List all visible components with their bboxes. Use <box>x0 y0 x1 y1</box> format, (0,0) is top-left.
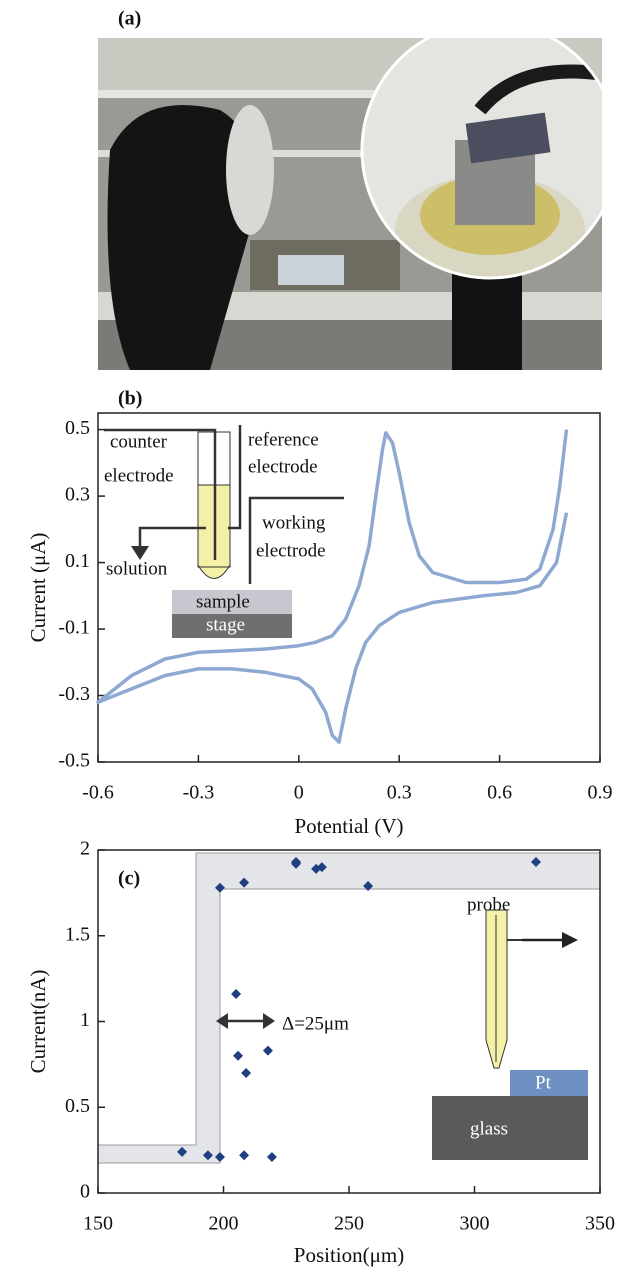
annotation: Pt <box>535 1072 552 1093</box>
y-tick-label: 0.3 <box>65 484 90 506</box>
point <box>266 1151 277 1162</box>
x-tick-label: 250 <box>334 1213 364 1235</box>
y-tick-label: -0.3 <box>58 683 90 705</box>
point <box>202 1150 213 1161</box>
annotation: sample <box>196 591 250 612</box>
point <box>363 881 374 892</box>
x-tick-label: 0.3 <box>387 782 412 804</box>
y-tick-label: -0.1 <box>58 617 90 639</box>
point <box>241 1067 252 1078</box>
point <box>214 1151 225 1162</box>
annotation: stage <box>206 614 245 635</box>
annotation: electrode <box>256 540 326 561</box>
point <box>239 877 250 888</box>
y-tick-label: 1.5 <box>65 923 90 945</box>
point <box>239 1150 250 1161</box>
annotation: electrode <box>104 465 174 486</box>
point <box>262 1045 273 1056</box>
point <box>291 857 302 868</box>
electrode-diagram <box>104 425 344 638</box>
point <box>233 1050 244 1061</box>
x-tick-label: 0.6 <box>487 782 512 804</box>
annotation: counter <box>110 431 168 452</box>
x-tick-label: 150 <box>83 1213 113 1235</box>
point <box>530 857 541 868</box>
point <box>214 882 225 893</box>
photo <box>98 38 602 370</box>
panel-label: (b) <box>118 388 142 410</box>
probe-diagram <box>216 909 588 1160</box>
point <box>231 989 242 1000</box>
x-axis-label: Position(μm) <box>294 1243 404 1267</box>
annotation: glass <box>470 1118 508 1139</box>
x-tick-label: 350 <box>585 1213 615 1235</box>
annotation: probe <box>467 894 510 915</box>
y-tick-label: 0.1 <box>65 550 90 572</box>
annotation: solution <box>106 558 168 579</box>
y-axis-label: Current(nA) <box>26 970 50 1074</box>
x-tick-label: -0.6 <box>82 782 114 804</box>
cv-curve <box>96 429 569 744</box>
plot-frame <box>97 412 601 763</box>
x-axis-label: Potential (V) <box>294 814 403 838</box>
y-tick-label: 0.5 <box>65 1095 90 1117</box>
y-tick-label: 2 <box>80 838 90 860</box>
panel-label: (a) <box>118 8 141 30</box>
y-tick-label: 1 <box>80 1009 90 1031</box>
annotation: electrode <box>248 456 318 477</box>
y-tick-label: 0.5 <box>65 417 90 439</box>
panel-label: (c) <box>118 868 140 890</box>
x-tick-label: 200 <box>209 1213 239 1235</box>
x-tick-label: -0.3 <box>183 782 215 804</box>
point <box>177 1146 188 1157</box>
y-axis-label: Current (μA) <box>26 533 50 643</box>
x-tick-label: 0 <box>294 782 304 804</box>
annotation: reference <box>248 429 319 450</box>
x-tick-label: 0.9 <box>588 782 613 804</box>
point <box>316 862 327 873</box>
x-tick-label: 300 <box>460 1213 490 1235</box>
annotation: working <box>262 512 326 533</box>
y-tick-label: 0 <box>80 1181 90 1203</box>
y-tick-label: -0.5 <box>58 750 90 772</box>
annotation: Δ=25μm <box>282 1013 349 1034</box>
